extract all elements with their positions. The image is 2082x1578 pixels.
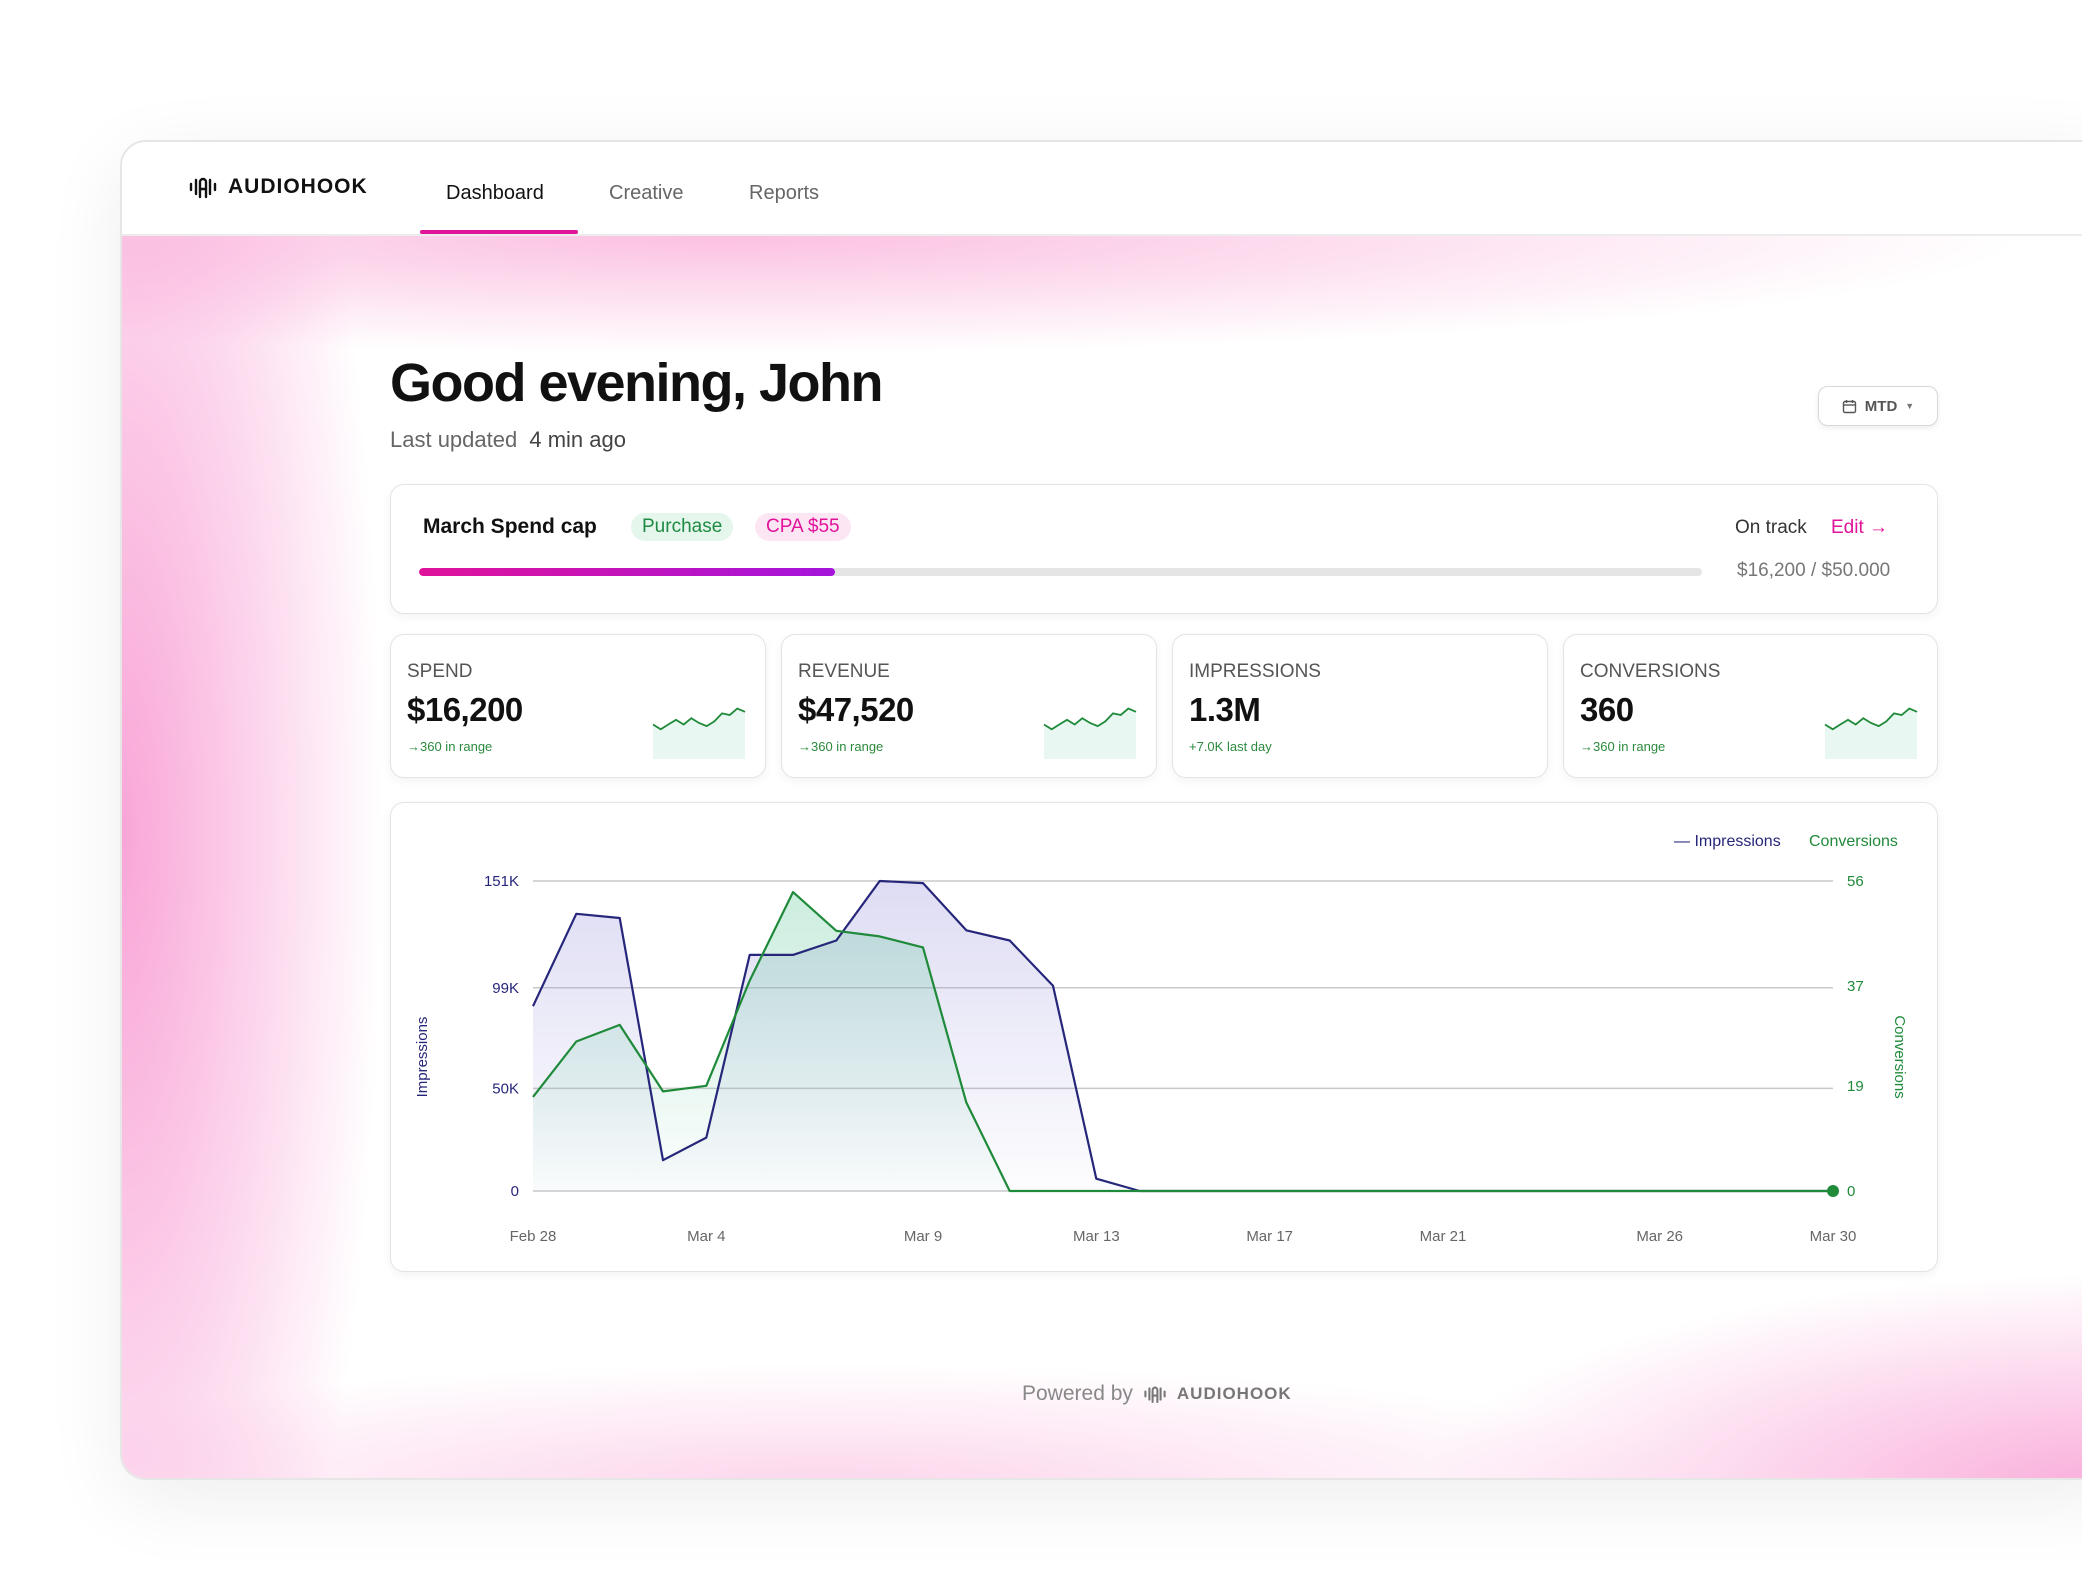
y-right-tick-label: 19: [1847, 1078, 1864, 1095]
date-range-value: MTD: [1864, 397, 1898, 415]
y-right-tick-label: 56: [1847, 873, 1864, 890]
legend-conversions[interactable]: Conversions: [1809, 833, 1898, 850]
x-tick-label: Mar 9: [904, 1228, 942, 1245]
spend-progress-bar: [419, 568, 1702, 576]
x-tick-label: Mar 21: [1420, 1228, 1467, 1245]
brand-logo[interactable]: AUDIOHOOK: [188, 172, 368, 202]
footer-brand: AUDIOHOOK: [1176, 1384, 1292, 1403]
kpi-value: $16,200: [407, 691, 523, 728]
sparkline-area: [653, 708, 745, 759]
x-tick-label: Mar 30: [1810, 1228, 1857, 1245]
tab-dashboard[interactable]: Dashboard: [446, 182, 544, 204]
spend-progress-fill: [419, 568, 835, 576]
powered-by-label: Powered by: [1022, 1382, 1133, 1405]
y-axis-right-title: Conversions: [1891, 1015, 1908, 1098]
brand-name: AUDIOHOOK: [228, 175, 368, 198]
sparkline-area: [1044, 708, 1136, 759]
app-window: AUDIOHOOK Dashboard Creative Reports Goo…: [120, 140, 2082, 1480]
edit-link[interactable]: Edit →: [1831, 517, 1889, 538]
last-updated-value: 4 min ago: [529, 427, 626, 452]
kpi-delta: +7.0K last day: [1189, 739, 1272, 754]
line-chart: 0 50K 99K 151K 0 19 37 56 Feb 28 Mar 4 Mar 9 Mar 13…: [414, 873, 1908, 1245]
date-range-dropdown[interactable]: MTD ▼: [1818, 386, 1938, 426]
performance-chart-card: — Impressions Conversions 0 50K 99K 151K 0: [390, 802, 1938, 1272]
y-right-tick-label: 37: [1847, 978, 1864, 995]
kpi-label: IMPRESSIONS: [1189, 661, 1321, 682]
conversions-endpoint-marker: [1827, 1185, 1839, 1197]
caret-down-icon: ▼: [1905, 401, 1915, 411]
x-tick-label: Mar 4: [687, 1228, 725, 1245]
kpi-delta: →360 in range: [1580, 739, 1666, 754]
kpi-delta: →360 in range: [407, 739, 493, 754]
kpi-card-conversions[interactable]: CONVERSIONS 360 →360 in range: [1563, 634, 1938, 778]
y-left-tick-label: 50K: [492, 1080, 519, 1097]
x-tick-label: Mar 17: [1246, 1228, 1293, 1245]
y-left-tick-label: 0: [511, 1183, 519, 1200]
audiohook-logo-icon: [189, 177, 217, 199]
legend-impressions[interactable]: — Impressions: [1674, 833, 1781, 850]
x-tick-label: Feb 28: [510, 1228, 557, 1245]
kpi-label: SPEND: [407, 661, 473, 682]
kpi-card-spend[interactable]: SPEND $16,200 →360 in range: [390, 634, 766, 778]
progress-text: $16,200 / $50.000: [1737, 560, 1891, 581]
y-right-tick-label: 0: [1847, 1183, 1855, 1200]
spend-cap-title: March Spend cap: [423, 515, 597, 538]
tab-reports[interactable]: Reports: [749, 182, 820, 204]
goal-tag: Purchase: [631, 513, 734, 541]
y-axis-left-title: Impressions: [414, 1017, 431, 1098]
conversions-area: [533, 892, 1833, 1191]
main-content: Good evening, John Last updated 4 min ag…: [122, 142, 2082, 1478]
tab-creative[interactable]: Creative: [609, 182, 684, 204]
sparkline-area: [1825, 708, 1917, 759]
y-left-tick-label: 151K: [484, 873, 519, 890]
calendar-icon: [1842, 399, 1856, 413]
sparkline-chart: [1043, 707, 1137, 759]
audiohook-logo-icon: [1144, 1386, 1166, 1404]
sparkline-line: [652, 707, 746, 731]
status-text: On track: [1735, 517, 1807, 538]
cpa-tag: CPA $55: [755, 513, 851, 541]
x-tick-label: Mar 13: [1073, 1228, 1120, 1245]
sparkline-line: [1043, 707, 1137, 731]
conversions-series-line: [532, 891, 1833, 1193]
kpi-card-impressions[interactable]: IMPRESSIONS 1.3M +7.0K last day: [1172, 634, 1548, 778]
kpi-value: 360: [1580, 691, 1634, 728]
kpi-card-revenue[interactable]: REVENUE $47,520 →360 in range: [781, 634, 1157, 778]
kpi-label: REVENUE: [798, 661, 890, 682]
kpi-label: CONVERSIONS: [1580, 661, 1721, 682]
top-navigation-bar: AUDIOHOOK Dashboard Creative Reports: [122, 142, 2082, 236]
active-tab-indicator: [420, 230, 578, 234]
kpi-value: 1.3M: [1189, 691, 1261, 728]
y-left-tick-label: 99K: [492, 980, 519, 997]
x-tick-label: Mar 26: [1636, 1228, 1683, 1245]
kpi-value: $47,520: [798, 691, 914, 728]
page-title: Good evening, John: [390, 353, 884, 413]
sparkline-chart: [1824, 707, 1918, 759]
sparkline-line: [1824, 707, 1918, 731]
kpi-delta: →360 in range: [798, 739, 884, 754]
footer: Powered by AUDIOHOOK: [1022, 1382, 1292, 1406]
sparkline-chart: [652, 707, 746, 759]
last-updated-label: Last updated: [390, 427, 518, 452]
spend-cap-card: March Spend cap Purchase CPA $55 On trac…: [390, 484, 1938, 614]
last-updated: Last updated 4 min ago: [390, 427, 626, 453]
